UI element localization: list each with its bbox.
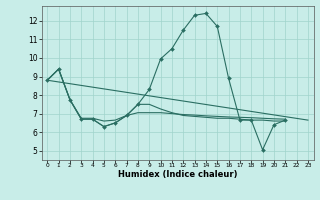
X-axis label: Humidex (Indice chaleur): Humidex (Indice chaleur): [118, 170, 237, 179]
